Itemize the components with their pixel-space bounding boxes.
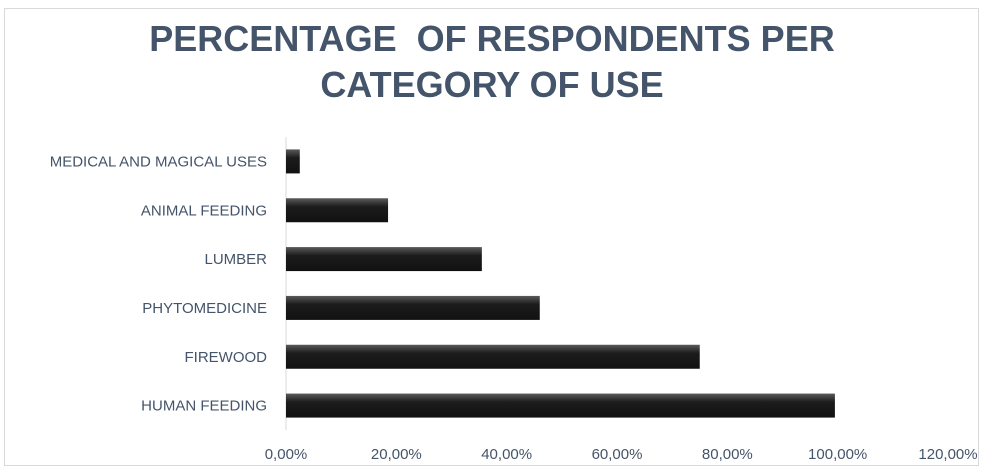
- bar-medical-and-magical-uses: [286, 149, 300, 174]
- chart-title-line-1: PERCENTAGE OF RESPONDENTS PER: [149, 18, 835, 59]
- category-label-animal-feeding: ANIMAL FEEDING: [141, 202, 267, 219]
- x-tick-label: 60,00%: [592, 446, 643, 463]
- category-label-human-feeding: HUMAN FEEDING: [141, 398, 267, 415]
- category-label-medical-and-magical-uses: MEDICAL AND MAGICAL USES: [50, 153, 267, 170]
- x-tick-label: 0,00%: [265, 446, 308, 463]
- x-tick-label: 80,00%: [702, 446, 753, 463]
- category-label-lumber: LUMBER: [204, 251, 267, 268]
- bar-firewood: [286, 344, 700, 369]
- x-tick-label: 100,00%: [808, 446, 867, 463]
- x-tick-label: 40,00%: [481, 446, 532, 463]
- x-tick-label: 20,00%: [371, 446, 422, 463]
- bar-human-feeding: [286, 393, 835, 418]
- bar-lumber: [286, 247, 482, 272]
- category-label-firewood: FIREWOOD: [185, 349, 268, 366]
- chart-title: PERCENTAGE OF RESPONDENTS PER CATEGORY O…: [0, 16, 984, 108]
- bar-phytomedicine: [286, 295, 540, 320]
- bar-animal-feeding: [286, 198, 389, 223]
- chart-title-line-2: CATEGORY OF USE: [320, 64, 664, 105]
- chart-frame: [4, 8, 979, 466]
- category-label-phytomedicine: PHYTOMEDICINE: [142, 300, 267, 317]
- x-tick-label: 120,00%: [918, 446, 977, 463]
